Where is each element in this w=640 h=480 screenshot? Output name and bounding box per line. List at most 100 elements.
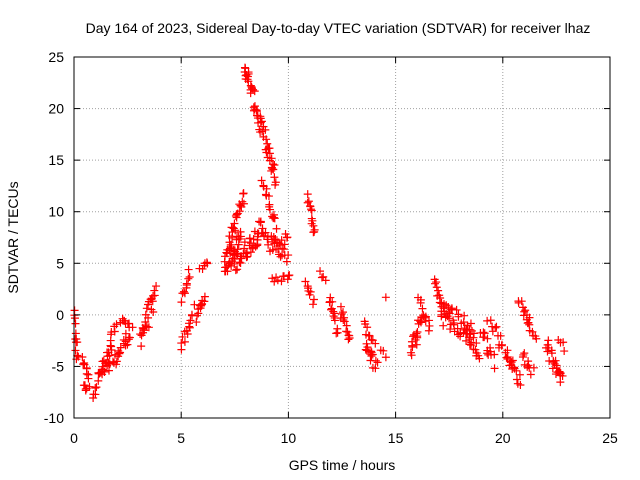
data-point [469, 333, 478, 342]
data-point [244, 77, 253, 86]
data-point [243, 252, 252, 261]
data-point [512, 375, 521, 384]
data-point [100, 367, 109, 376]
data-point [262, 148, 271, 157]
data-point [431, 279, 440, 288]
data-point [270, 160, 279, 169]
data-point [240, 238, 249, 247]
data-point [332, 329, 341, 338]
data-point [303, 190, 312, 199]
data-point [417, 318, 426, 327]
data-point [141, 318, 150, 326]
data-point [71, 346, 80, 355]
data-point [272, 224, 281, 233]
data-point [240, 244, 249, 253]
data-point [339, 308, 348, 317]
data-point [459, 318, 468, 327]
data-point [236, 201, 245, 210]
data-point [524, 357, 533, 366]
data-point [508, 356, 517, 365]
data-point [230, 259, 239, 268]
data-point [104, 366, 113, 375]
data-point [184, 274, 193, 283]
data-point [91, 383, 100, 392]
data-point [306, 287, 315, 296]
data-point [200, 297, 209, 306]
data-point [517, 297, 526, 306]
data-point [180, 289, 189, 298]
data-point [432, 283, 441, 292]
x-tick-label: 15 [388, 430, 404, 446]
data-point [486, 316, 495, 325]
data-point [519, 350, 528, 359]
data-point [284, 251, 293, 260]
data-point [550, 359, 559, 368]
data-point [183, 329, 192, 338]
data-point [235, 207, 244, 216]
data-point [272, 245, 281, 254]
data-point [269, 213, 278, 222]
data-point [329, 312, 338, 321]
data-point [123, 340, 132, 349]
data-point [262, 184, 271, 193]
data-point [445, 314, 454, 323]
y-tick-label: -5 [52, 358, 65, 374]
data-point [73, 351, 82, 360]
data-point [73, 338, 82, 347]
data-point [231, 266, 240, 275]
data-point [84, 370, 93, 379]
data-points [70, 63, 569, 403]
x-tick-label: 20 [495, 430, 511, 446]
data-point [264, 240, 273, 249]
data-point [276, 252, 285, 261]
data-point [268, 274, 277, 283]
data-point [225, 238, 234, 247]
data-point [381, 293, 390, 302]
data-point [309, 300, 318, 309]
data-point [177, 298, 186, 307]
data-point [413, 333, 422, 342]
data-point [474, 351, 483, 360]
data-point [236, 227, 245, 236]
data-point [180, 337, 189, 346]
data-point [515, 370, 524, 379]
data-point [285, 271, 294, 280]
data-point [307, 205, 316, 214]
data-point [256, 128, 265, 137]
plot-frame [73, 56, 611, 419]
data-point [425, 321, 434, 330]
data-point [82, 364, 91, 373]
data-point [277, 277, 286, 286]
data-point [556, 378, 565, 387]
data-point [526, 370, 535, 379]
data-point [416, 295, 425, 304]
data-point [336, 302, 345, 311]
data-point [279, 245, 288, 254]
data-point [257, 117, 266, 126]
data-point [465, 335, 474, 344]
data-point [222, 263, 231, 272]
data-point [150, 286, 159, 295]
data-point [407, 351, 416, 360]
data-point [333, 328, 342, 337]
data-point [496, 331, 505, 340]
data-point [498, 340, 507, 349]
data-point [492, 322, 501, 331]
data-point [252, 106, 261, 115]
data-point [523, 362, 532, 371]
data-point [149, 291, 158, 300]
data-point [449, 316, 458, 325]
data-point [516, 380, 525, 389]
y-tick-label: -10 [44, 410, 64, 426]
data-point [480, 329, 489, 338]
data-point [321, 276, 330, 285]
data-point [142, 304, 151, 313]
data-point [203, 259, 212, 268]
data-point [340, 317, 349, 326]
data-point [307, 206, 316, 215]
data-point [246, 248, 255, 257]
data-point [363, 343, 372, 352]
data-point [239, 189, 248, 198]
data-point [310, 227, 319, 236]
